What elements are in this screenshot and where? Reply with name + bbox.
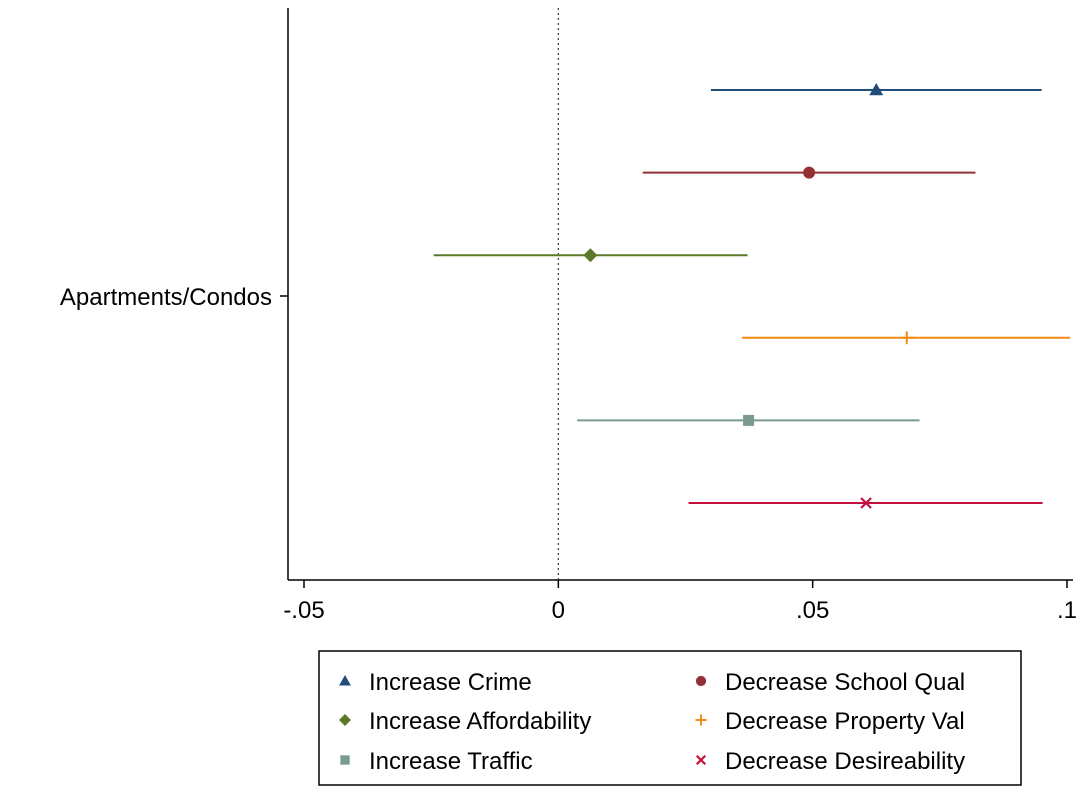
estimate-marker-5 [860, 497, 872, 509]
plot-area: -.05 0 .05 .1 Apartments/Condos [60, 8, 1077, 624]
legend-label-3: Decrease Property Val [725, 708, 965, 735]
x-tick-label-1: 0 [552, 597, 565, 624]
legend-marker-0 [339, 675, 351, 686]
legend: Increase Crime Decrease School Qual Increa… [318, 650, 1022, 786]
legend-label-1: Decrease School Qual [725, 669, 965, 696]
legend-label-4: Increase Traffic [369, 748, 533, 775]
estimate-marker-0 [869, 83, 884, 96]
legend-label-0: Increase Crime [369, 669, 532, 696]
x-tick-label-3: .1 [1057, 597, 1077, 624]
legend-marker-3 [695, 714, 707, 726]
x-tick-label-2: .05 [796, 597, 829, 624]
estimate-marker-2 [583, 248, 598, 263]
legend-marker-4 [340, 755, 350, 765]
y-category-label: Apartments/Condos [60, 284, 272, 311]
legend-marker-2 [339, 714, 351, 726]
legend-label-5: Decrease Desireability [725, 748, 965, 775]
legend-marker-1 [695, 675, 707, 687]
estimate-marker-3 [900, 331, 914, 345]
estimate-marker-4 [743, 414, 755, 426]
estimate-marker-1 [803, 166, 816, 179]
x-tick-label-0: -.05 [283, 597, 324, 624]
legend-box [318, 650, 1022, 786]
legend-label-2: Increase Affordability [369, 708, 591, 735]
legend-marker-5 [695, 754, 707, 766]
